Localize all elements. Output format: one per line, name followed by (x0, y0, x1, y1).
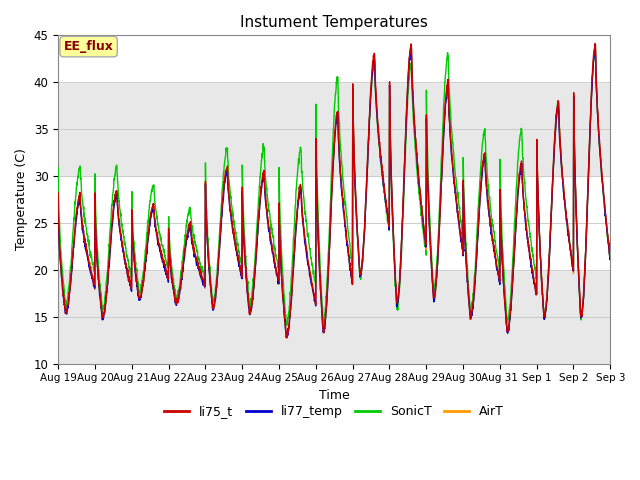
AirT (283, 336, 291, 341)
li77_temp (351, 159, 358, 165)
li77_temp (607, 244, 614, 250)
li77_temp (283, 335, 291, 341)
li75_t (362, 187, 370, 193)
Bar (58, 36, 611, 82)
SonicT (591, 47, 599, 52)
AirT (573, 232, 581, 238)
li77_temp (54, 198, 62, 204)
Line: li77_temp: li77_temp (58, 48, 611, 338)
Legend: li75_t, li77_temp, SonicT, AirT: li75_t, li77_temp, SonicT, AirT (159, 400, 509, 423)
li75_t (591, 41, 599, 47)
Bar (58, 82, 611, 176)
SonicT (607, 238, 614, 244)
li77_temp (208, 300, 216, 306)
Line: AirT: AirT (58, 46, 611, 338)
AirT (54, 194, 62, 200)
SonicT (495, 262, 502, 267)
SonicT (362, 190, 370, 195)
AirT (558, 165, 566, 170)
Bar (58, 270, 611, 364)
SonicT (558, 163, 566, 169)
Line: li75_t: li75_t (58, 44, 611, 337)
SonicT (573, 231, 581, 237)
li75_t (208, 300, 216, 305)
Bar (58, 176, 611, 270)
li75_t (351, 154, 358, 160)
li77_temp (573, 241, 581, 247)
li77_temp (407, 45, 415, 51)
Text: EE_flux: EE_flux (63, 40, 113, 53)
li75_t (558, 163, 566, 168)
li77_temp (495, 278, 503, 284)
Line: SonicT: SonicT (58, 49, 611, 325)
AirT (495, 275, 502, 281)
li77_temp (558, 169, 566, 175)
AirT (208, 299, 216, 304)
SonicT (54, 165, 62, 170)
li75_t (283, 335, 291, 340)
li75_t (573, 231, 581, 237)
li77_temp (362, 190, 370, 195)
SonicT (283, 323, 291, 328)
Title: Instument Temperatures: Instument Temperatures (240, 15, 428, 30)
SonicT (208, 293, 216, 299)
li75_t (495, 274, 502, 280)
SonicT (351, 165, 358, 170)
Y-axis label: Temperature (C): Temperature (C) (15, 149, 28, 251)
AirT (591, 43, 599, 48)
X-axis label: Time: Time (319, 389, 349, 402)
AirT (351, 159, 358, 165)
AirT (362, 189, 370, 194)
li75_t (54, 190, 62, 195)
AirT (607, 240, 614, 246)
li75_t (607, 241, 614, 247)
